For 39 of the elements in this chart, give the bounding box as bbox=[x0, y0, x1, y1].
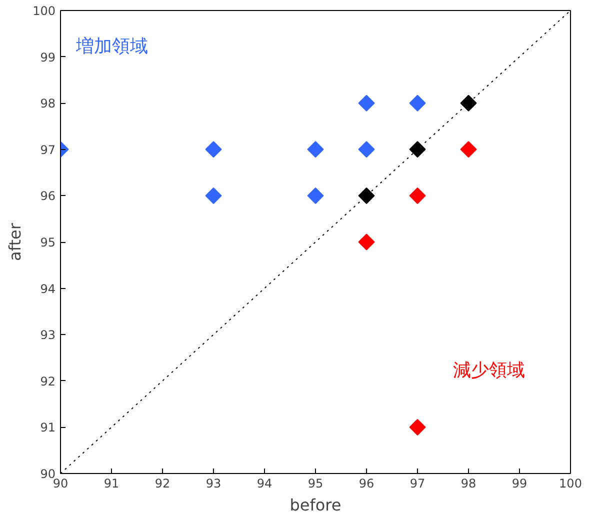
point bbox=[358, 94, 375, 112]
point bbox=[358, 234, 375, 250]
x-tick-label: 94 bbox=[256, 476, 272, 490]
point bbox=[205, 187, 222, 204]
y-tick-label: 100 bbox=[32, 4, 56, 18]
y-tick-label: 91 bbox=[40, 420, 56, 435]
x-tick-label: 100 bbox=[559, 476, 582, 490]
y-tick-label: 94 bbox=[40, 282, 56, 296]
x-tick-label: 93 bbox=[206, 476, 222, 490]
point bbox=[358, 187, 375, 204]
x-tick-label: 99 bbox=[512, 476, 528, 490]
annotation: 減少領域 bbox=[452, 360, 525, 381]
x-tick-label: 91 bbox=[104, 476, 120, 490]
point bbox=[307, 141, 324, 158]
point bbox=[307, 187, 324, 204]
y-axis-title: after bbox=[6, 222, 25, 261]
point bbox=[460, 141, 477, 158]
x-tick-label: 95 bbox=[308, 476, 324, 490]
x-tick-label: 96 bbox=[358, 476, 374, 490]
y-tick-label: 95 bbox=[40, 236, 56, 250]
point bbox=[205, 141, 222, 158]
x-tick-label: 90 bbox=[52, 476, 68, 490]
y-tick-label: 99 bbox=[40, 50, 56, 64]
y-tick-label: 93 bbox=[40, 328, 56, 342]
point bbox=[460, 94, 477, 112]
annotation: 増加領域 bbox=[74, 36, 148, 57]
point bbox=[358, 141, 375, 158]
x-tick-label: 98 bbox=[460, 476, 476, 490]
point bbox=[409, 187, 426, 204]
y-tick-label: 96 bbox=[40, 189, 56, 204]
x-tick-label: 97 bbox=[410, 476, 426, 490]
point bbox=[409, 141, 426, 158]
y-tick-label: 92 bbox=[40, 374, 56, 388]
point bbox=[409, 94, 426, 112]
x-axis-title: before bbox=[290, 496, 342, 514]
point bbox=[409, 418, 426, 436]
y-tick-label: 97 bbox=[40, 142, 56, 157]
x-tick-label: 92 bbox=[154, 476, 170, 490]
y-tick-label: 98 bbox=[40, 96, 56, 111]
